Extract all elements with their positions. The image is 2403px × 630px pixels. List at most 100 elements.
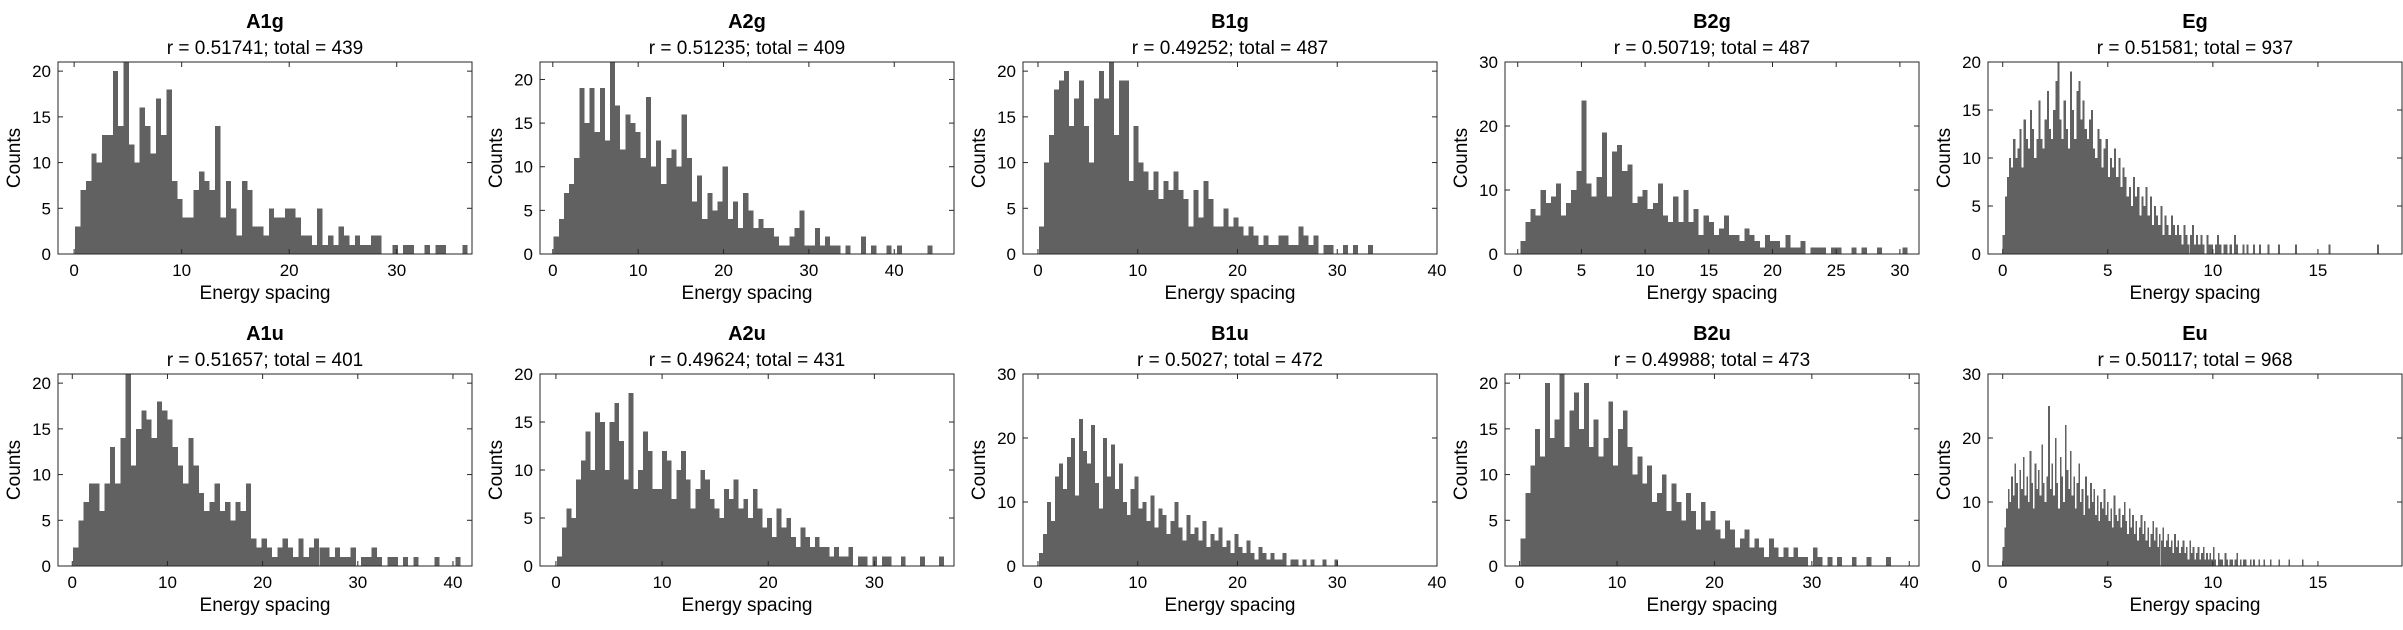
histogram-bar bbox=[1070, 438, 1075, 566]
histogram-bar bbox=[1564, 447, 1570, 566]
histogram-bar bbox=[2114, 148, 2117, 254]
y-tick-label: 5 bbox=[42, 511, 51, 530]
histogram-bar bbox=[1203, 180, 1209, 254]
histogram-bar bbox=[2189, 234, 2192, 254]
histogram-bar bbox=[1720, 538, 1726, 566]
histogram-bar bbox=[843, 556, 849, 566]
y-tick-label: 15 bbox=[32, 108, 51, 127]
histogram-bar bbox=[1090, 425, 1095, 566]
histogram-bar bbox=[2180, 546, 2183, 566]
histogram-bar bbox=[700, 470, 706, 566]
histogram-bar bbox=[1768, 538, 1774, 566]
histogram-bar bbox=[657, 489, 663, 566]
histogram-bar bbox=[141, 410, 147, 566]
histogram-bar bbox=[1700, 502, 1706, 566]
panel-subtitle: r = 0.5027; total = 472 bbox=[1137, 350, 1323, 371]
histogram-bar bbox=[1613, 465, 1618, 566]
histogram-bar bbox=[1744, 529, 1750, 566]
histogram-bar bbox=[413, 556, 419, 566]
x-tick-label: 0 bbox=[1513, 261, 1522, 280]
histogram-bar bbox=[1193, 190, 1199, 254]
histogram-bar bbox=[707, 192, 713, 254]
x-axis-label: Energy spacing bbox=[682, 283, 813, 304]
histogram-bar bbox=[1278, 235, 1284, 254]
histogram-bar bbox=[2099, 138, 2102, 254]
histogram-bar bbox=[2140, 514, 2143, 566]
histogram-bar bbox=[767, 518, 772, 566]
histogram-bar bbox=[1734, 547, 1740, 566]
histogram-bar bbox=[371, 547, 377, 566]
histogram-bar bbox=[2164, 546, 2166, 566]
histogram-bar bbox=[2066, 470, 2069, 566]
histogram-bar bbox=[1831, 247, 1837, 254]
histogram-bar bbox=[2201, 553, 2203, 566]
x-tick-label: 30 bbox=[348, 573, 367, 592]
histogram-bar bbox=[2152, 521, 2155, 566]
histogram-bar bbox=[2091, 502, 2094, 566]
histogram-bar bbox=[1063, 71, 1069, 254]
histogram-bar bbox=[1861, 247, 1867, 254]
histogram-bar bbox=[2249, 559, 2252, 566]
histogram-bar bbox=[2036, 138, 2039, 254]
histogram-bar bbox=[1183, 199, 1189, 254]
histogram-panel-B1g: 0 10 20 30 40 0 5 10 15 20 B1g r = 0.49252; total =… bbox=[969, 11, 1446, 304]
histogram-bar bbox=[2110, 508, 2112, 566]
histogram-bar bbox=[1053, 89, 1059, 255]
histogram-bar bbox=[2224, 553, 2227, 566]
histogram-bar bbox=[1270, 553, 1275, 566]
histogram-bar bbox=[2154, 540, 2156, 566]
histogram-bar bbox=[2122, 514, 2124, 566]
histogram-bar bbox=[633, 489, 639, 566]
histogram-bar bbox=[1876, 247, 1883, 254]
histogram-bar bbox=[566, 508, 572, 566]
histogram-bar bbox=[809, 245, 815, 254]
histogram-bar bbox=[2208, 244, 2211, 254]
y-tick-label: 10 bbox=[1479, 466, 1498, 485]
histogram-bar bbox=[2049, 489, 2052, 566]
histogram-bar bbox=[2202, 546, 2205, 566]
histogram-bar bbox=[1729, 234, 1735, 254]
histogram-bar bbox=[2111, 167, 2115, 254]
histogram-bar bbox=[2145, 186, 2148, 254]
y-tick-label: 20 bbox=[1962, 53, 1981, 72]
histogram-bar bbox=[676, 470, 682, 566]
histogram-bar bbox=[1827, 556, 1833, 566]
histogram-bar bbox=[91, 153, 97, 254]
histogram-bar bbox=[2147, 215, 2150, 254]
histogram-bar bbox=[1535, 215, 1541, 254]
x-axis-label: Energy spacing bbox=[1165, 283, 1296, 304]
histogram-bar bbox=[2147, 527, 2149, 566]
histogram-bars bbox=[1520, 100, 1908, 255]
histogram-bar bbox=[261, 538, 267, 566]
histogram-bar bbox=[2034, 158, 2037, 254]
histogram-bar bbox=[2014, 463, 2017, 566]
y-tick-label: 5 bbox=[1007, 199, 1016, 218]
histogram-bar bbox=[1043, 162, 1049, 254]
y-tick-label: 0 bbox=[42, 557, 51, 576]
histogram-bar bbox=[757, 508, 763, 566]
histogram-bar bbox=[1681, 520, 1687, 566]
histogram-bar bbox=[1248, 226, 1254, 254]
histogram-bar bbox=[1122, 502, 1127, 566]
histogram-bars bbox=[75, 62, 468, 255]
histogram-bar bbox=[819, 245, 826, 254]
histogram-bar bbox=[1540, 456, 1545, 566]
histogram-bar bbox=[2229, 244, 2232, 254]
histogram-bar bbox=[344, 235, 350, 254]
histogram-bar bbox=[717, 201, 723, 254]
histogram-bar bbox=[2069, 71, 2073, 254]
histogram-bar bbox=[2187, 244, 2190, 254]
histogram-bar bbox=[779, 245, 785, 254]
histogram-bar bbox=[695, 489, 701, 566]
histogram-bar bbox=[1525, 222, 1531, 254]
histogram-bar bbox=[1118, 80, 1124, 254]
histogram-bar bbox=[1652, 502, 1657, 566]
histogram-bar bbox=[590, 470, 596, 566]
histogram-bar bbox=[155, 98, 162, 254]
histogram-bar bbox=[2053, 110, 2056, 254]
histogram-bar bbox=[293, 556, 299, 566]
histogram-bar bbox=[266, 547, 273, 566]
histogram-bar bbox=[2059, 119, 2062, 254]
histogram-bar bbox=[96, 162, 103, 254]
y-tick-label: 15 bbox=[514, 413, 533, 432]
